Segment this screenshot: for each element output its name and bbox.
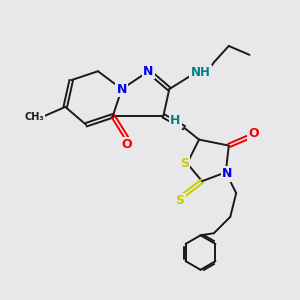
Text: O: O: [249, 127, 259, 140]
Text: N: N: [143, 65, 154, 78]
Text: N: N: [117, 82, 127, 96]
Text: O: O: [122, 138, 132, 152]
Text: N: N: [222, 167, 232, 180]
Text: NH: NH: [190, 66, 211, 79]
Text: CH₃: CH₃: [24, 112, 44, 122]
Text: H: H: [170, 114, 181, 128]
Text: S: S: [180, 157, 189, 170]
Text: S: S: [175, 194, 184, 207]
